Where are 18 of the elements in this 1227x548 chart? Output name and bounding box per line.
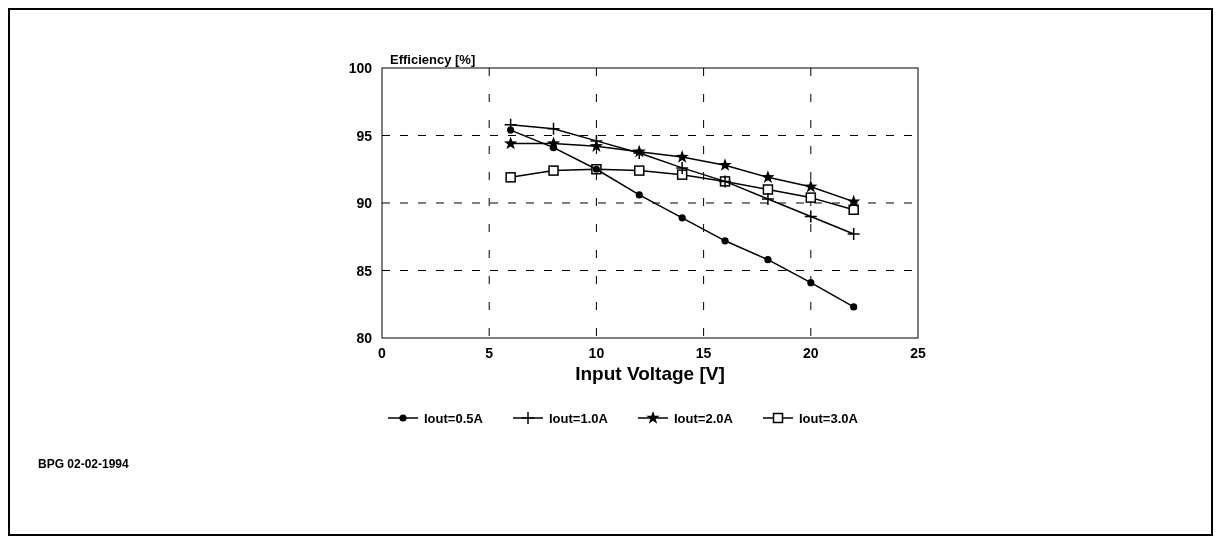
y-tick-label: 100: [348, 60, 373, 76]
legend-label: Iout=2.0A: [674, 411, 734, 426]
text: BPG 02-02-1994: [38, 457, 130, 471]
legend-label: Iout=3.0A: [799, 411, 859, 426]
y-tick-label: 85: [356, 262, 373, 279]
y-tick-label: 90: [356, 195, 373, 211]
x-tick-label: 10: [588, 345, 605, 361]
x-tick-label: 15: [695, 345, 712, 361]
x-tick-label: 5: [485, 345, 494, 361]
y-axis-title: Efficiency [%]: [390, 52, 476, 67]
legend-label: Iout=1.0A: [549, 411, 609, 426]
y-tick-label: 80: [356, 330, 373, 346]
x-tick-label: 25: [910, 345, 926, 361]
x-axis-title: Input Voltage [V]: [575, 363, 725, 384]
x-tick-label: 0: [378, 345, 387, 361]
y-tick-label: 95: [356, 127, 373, 144]
legend-label: Iout=0.5A: [424, 411, 484, 426]
x-tick-label: 20: [803, 345, 819, 361]
